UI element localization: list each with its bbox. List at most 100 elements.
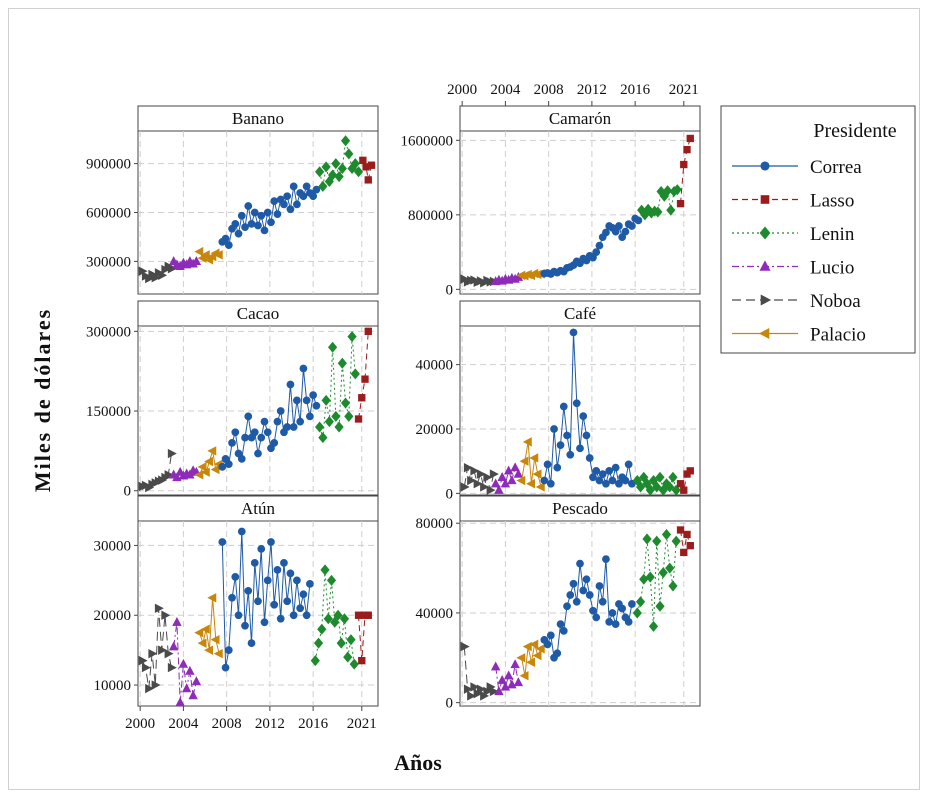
x-axis-title: Años <box>394 750 442 775</box>
data-point-noboa <box>473 479 483 489</box>
data-point-lenin <box>655 471 665 483</box>
data-point-palacio <box>529 453 539 463</box>
data-point-noboa <box>167 264 177 274</box>
data-point-lasso <box>686 134 694 143</box>
data-point-correa <box>237 527 246 536</box>
data-point-correa <box>231 572 240 581</box>
data-point-lenin <box>340 397 351 409</box>
data-point-noboa <box>480 482 490 492</box>
data-point-correa <box>260 618 269 627</box>
data-point-noboa <box>470 466 480 476</box>
data-point-correa <box>582 575 591 584</box>
data-point-lucio <box>513 468 524 478</box>
data-point-lenin <box>313 637 324 649</box>
data-point-lucio <box>510 659 520 669</box>
data-point-correa <box>267 218 275 227</box>
legend-label: Noboa <box>810 291 861 312</box>
plot-area <box>459 520 701 707</box>
panel-café: Café 0 20000 40000 <box>416 300 701 502</box>
panel-strip <box>459 300 701 327</box>
data-point-correa <box>228 593 236 602</box>
data-point-correa <box>286 569 295 578</box>
data-point-correa <box>628 600 636 608</box>
data-point-noboa <box>489 686 499 697</box>
data-point-noboa <box>161 610 171 620</box>
data-point-lenin <box>340 135 351 147</box>
data-point-correa <box>309 192 318 201</box>
data-point-lenin <box>635 596 646 608</box>
data-point-correa <box>234 229 243 238</box>
legend-marker <box>759 260 771 271</box>
data-point-palacio <box>522 641 532 652</box>
y-tick-label: 800000 <box>408 208 453 224</box>
data-point-lucio <box>172 472 182 482</box>
y-tick-label: 300000 <box>86 324 131 340</box>
data-point-lasso <box>676 199 685 208</box>
y-tick-label: 150000 <box>86 404 131 420</box>
data-point-correa <box>563 431 571 440</box>
data-point-lenin <box>310 655 320 667</box>
data-point-correa <box>263 428 272 437</box>
data-point-lucio <box>490 478 501 488</box>
data-point-correa <box>569 328 578 337</box>
y-tick-label: 0 <box>446 282 454 298</box>
y-tick-label: 300000 <box>86 254 131 270</box>
data-point-lasso <box>358 394 366 402</box>
data-point-correa <box>254 597 262 606</box>
data-point-lucio <box>494 484 504 494</box>
y-tick-label: 20000 <box>94 608 132 624</box>
data-point-palacio <box>529 639 539 650</box>
plot-area <box>137 325 379 496</box>
data-point-correa <box>576 559 584 568</box>
data-point-correa <box>592 466 601 475</box>
data-point-correa <box>543 640 552 649</box>
data-point-noboa <box>164 470 174 480</box>
data-point-lenin <box>645 484 655 496</box>
data-point-correa <box>628 222 636 230</box>
x-tick-label: 2021 <box>347 716 377 732</box>
data-point-noboa <box>463 684 473 694</box>
x-tick-label: 2016 <box>298 716 329 732</box>
data-point-correa <box>602 479 610 488</box>
data-point-correa <box>293 576 301 585</box>
data-point-lucio <box>490 661 501 671</box>
data-point-lasso <box>676 526 685 534</box>
x-tick-label: 2012 <box>577 82 607 98</box>
data-point-correa <box>592 613 601 622</box>
data-point-lucio <box>172 616 182 626</box>
data-point-palacio <box>516 475 526 486</box>
data-point-lenin <box>668 580 678 592</box>
data-point-lenin <box>331 158 341 170</box>
data-point-noboa <box>483 472 493 482</box>
data-point-correa <box>556 620 565 629</box>
data-point-correa <box>237 454 246 463</box>
data-point-noboa <box>486 485 496 495</box>
data-point-lenin <box>315 166 325 178</box>
data-point-lasso <box>683 530 691 539</box>
data-point-correa <box>276 407 285 415</box>
data-point-correa <box>556 441 565 449</box>
data-point-correa <box>299 364 308 373</box>
data-point-palacio <box>526 479 536 489</box>
data-point-lucio <box>191 676 202 686</box>
data-point-correa <box>283 192 292 201</box>
data-point-lenin <box>318 180 328 192</box>
panel-strip <box>459 105 701 132</box>
data-point-correa <box>312 185 321 194</box>
data-point-lenin <box>339 613 350 625</box>
panel-camarón: Camarón 0 800000 1600000 <box>401 105 701 298</box>
data-point-lenin <box>344 410 354 422</box>
y-tick-label: 40000 <box>416 606 454 622</box>
data-point-correa <box>624 618 633 626</box>
y-tick-label: 80000 <box>416 516 454 532</box>
data-point-lenin <box>350 158 360 170</box>
data-point-lucio <box>168 641 179 651</box>
data-point-correa <box>566 450 575 459</box>
data-point-lasso <box>364 176 372 184</box>
data-point-correa <box>231 220 240 228</box>
data-point-lasso <box>364 327 372 335</box>
data-point-lenin <box>671 484 681 496</box>
data-point-palacio <box>526 657 536 667</box>
data-point-correa <box>289 182 298 191</box>
